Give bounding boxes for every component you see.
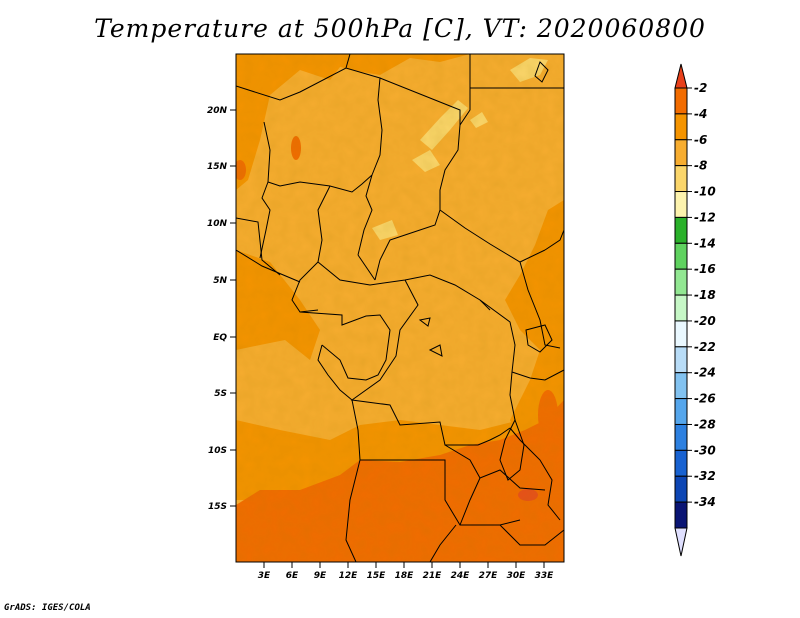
- x-tick-label: 12E: [339, 571, 359, 581]
- colorbar-label: -22: [694, 340, 716, 354]
- colorbar-swatches: [674, 87, 688, 529]
- x-tick-label: 18E: [395, 571, 415, 581]
- x-tick-label: 21E: [423, 571, 443, 581]
- colorbar-label: -34: [694, 495, 716, 509]
- x-tick-labels: 3E 6E 9E 12E 15E 18E 21E 24E 27E 30E 33E: [258, 571, 554, 581]
- colorbar-swatch: [674, 449, 688, 477]
- colorbar-swatch: [674, 268, 688, 296]
- map-title: Temperature at 500hPa [C], VT: 202006080…: [94, 14, 706, 43]
- country-boundaries: [236, 54, 564, 562]
- x-tick-label: 33E: [535, 571, 555, 581]
- colorbar-label: -16: [694, 262, 716, 276]
- colorbar-swatch: [674, 320, 688, 348]
- colorbar-label: -12: [694, 210, 716, 224]
- x-tick-label: 3E: [258, 571, 271, 581]
- x-tick-label: 15E: [367, 571, 387, 581]
- colorbar-label: -6: [694, 133, 707, 147]
- colorbar-label: -10: [694, 185, 716, 199]
- y-tick-label: 20N: [207, 106, 228, 116]
- colorbar-swatch: [674, 242, 688, 270]
- colorbar-swatch: [674, 113, 688, 141]
- colorbar-swatch: [674, 501, 688, 529]
- colorbar-swatch: [674, 475, 688, 503]
- colorbar-swatch: [674, 87, 688, 115]
- colorbar-bottom-arrow: [674, 527, 688, 557]
- x-tick-label: 24E: [451, 571, 471, 581]
- colorbar: -2 -4 -6 -8 -10 -12 -14 -16 -18 -20 -22 -24 -26 -28 -3…: [674, 63, 716, 557]
- colorbar-swatch: [674, 191, 688, 218]
- colorbar-swatch: [674, 216, 688, 244]
- grads-credit: GrADS: IGES/COLA: [4, 603, 91, 613]
- axis-ticks: [230, 109, 545, 568]
- colorbar-labels: -2 -4 -6 -8 -10 -12 -14 -16 -18 -20 -22 -24 -26 -28 -3…: [687, 81, 716, 509]
- colorbar-label: -32: [694, 469, 716, 483]
- colorbar-label: -26: [694, 392, 716, 406]
- colorbar-label: -24: [694, 366, 716, 380]
- map-frame: [235, 53, 565, 563]
- colorbar-label: -28: [694, 417, 716, 431]
- colorbar-swatch: [674, 372, 688, 400]
- y-tick-label: 15N: [207, 162, 228, 172]
- colorbar-swatch: [674, 139, 688, 167]
- colorbar-swatch: [674, 398, 688, 425]
- colorbar-swatch: [674, 346, 688, 374]
- colorbar-label: -8: [694, 159, 707, 173]
- x-tick-label: 30E: [507, 571, 527, 581]
- colorbar-label: -2: [694, 81, 707, 95]
- y-tick-label: EQ: [213, 333, 227, 343]
- temperature-field: [236, 54, 564, 562]
- colorbar-swatch: [674, 165, 688, 193]
- colorbar-label: -14: [694, 236, 716, 250]
- x-tick-label: 6E: [286, 571, 299, 581]
- y-tick-label: 10S: [208, 446, 227, 456]
- colorbar-label: -4: [694, 107, 707, 121]
- x-tick-label: 9E: [314, 571, 327, 581]
- colorbar-label: -30: [694, 443, 716, 457]
- y-tick-label: 5N: [213, 276, 227, 286]
- y-tick-label: 5S: [214, 389, 227, 399]
- x-tick-label: 27E: [479, 571, 499, 581]
- colorbar-label: -20: [694, 314, 716, 328]
- colorbar-swatch: [674, 294, 688, 322]
- y-tick-label: 15S: [208, 502, 227, 512]
- colorbar-top-arrow: [674, 63, 688, 89]
- colorbar-swatch: [674, 423, 688, 451]
- y-tick-labels: 20N 15N 10N 5N EQ 5S 10S 15S: [207, 106, 228, 512]
- y-tick-label: 10N: [207, 219, 228, 229]
- colorbar-label: -18: [694, 288, 716, 302]
